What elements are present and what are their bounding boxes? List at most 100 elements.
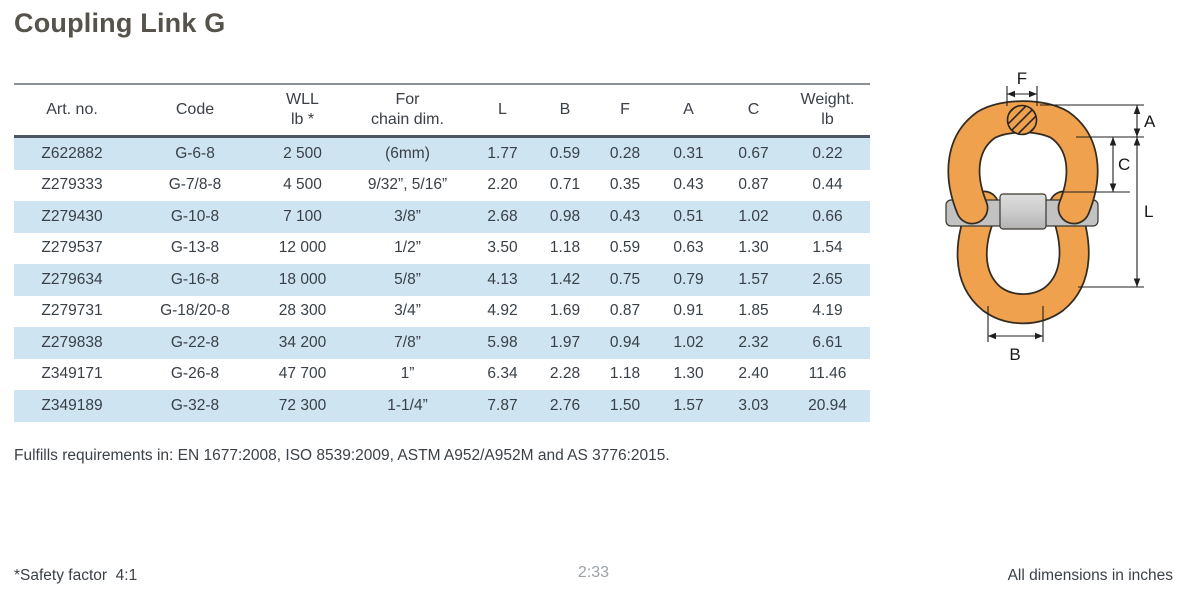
table-cell: 18 000 [278,270,327,288]
table-cell: 2 500 [283,144,322,162]
table-cell: G-16-8 [170,270,220,288]
table-header-row: Art. no. Code WLL lb * For chain dim. L B F A C Wei… [14,83,870,138]
table-cell: 1.02 [673,333,704,351]
column-header: F [620,101,630,118]
table-cell: 1.18 [549,239,581,257]
table-cell: 0.28 [609,144,641,162]
column-header: For chain dim. [371,91,444,128]
table-cell: 0.94 [609,333,641,351]
column-header: L [498,101,507,118]
table-cell: G-6-8 [175,144,215,162]
table-cell: 12 000 [278,239,327,257]
table-cell: 0.67 [738,144,769,162]
table-cell: 20.94 [808,396,847,414]
table-cell: 0.22 [812,144,843,162]
table-row: Z622882 G-6-8 2 500 (6mm) 1.77 0.59 0.28 0.31 0.… [14,138,870,170]
table-cell: 1.50 [609,396,641,414]
table-cell: 7 100 [283,207,322,225]
table-cell: 11.46 [808,365,847,383]
table-cell: 0.87 [609,302,641,320]
table-cell: 0.71 [549,176,581,194]
table-cell: G-18/20-8 [160,302,230,320]
dimension-arrowheads [988,90,1141,340]
table-cell: 3.50 [487,239,518,257]
table-cell: 1.42 [549,270,581,288]
column-header: Code [175,101,215,118]
table-cell: Z279634 [41,270,103,288]
table-cell: 0.91 [673,302,704,320]
table-cell: 0.35 [609,176,641,194]
table-cell: 2.20 [487,176,518,194]
column-header: A [683,101,694,118]
table-cell: 7.87 [487,396,518,414]
table-row: Z279430 G-10-8 7 100 3/8” 2.68 0.98 0.43 0.51 1.… [14,201,870,233]
table-cell: Z279731 [41,302,103,320]
column-header: Weight. lb [800,91,855,128]
table-cell: Z279333 [41,176,103,194]
table-cell: G-10-8 [170,207,220,225]
table-cell: 1” [400,365,415,383]
column-header: WLL lb * [286,91,319,128]
column-header: B [559,101,571,118]
table-cell: G-26-8 [170,365,220,383]
table-cell: 2.68 [487,207,518,225]
table-cell: 1.77 [487,144,518,162]
table-row: Z279333 G-7/8-8 4 500 9/32”, 5/16” 2.20 0.71 0… [14,169,870,201]
table-cell: 0.43 [609,207,641,225]
table-cell: 1.30 [738,239,769,257]
table-cell: 3/8” [394,207,421,225]
table-cell: 0.66 [812,207,843,225]
page-indicator: 2:33 [577,564,610,581]
table-cell: 3/4” [394,302,421,320]
dim-label-b: B [1009,345,1020,364]
table-cell: 0.31 [673,144,704,162]
spec-table: Art. no. Code WLL lb * For chain dim. L B F A C Wei… [14,83,870,422]
table-cell: 4.19 [812,302,843,320]
table-cell: 34 200 [278,333,327,351]
column-header: C [747,101,760,118]
table-row: Z279537 G-13-8 12 000 1/2” 3.50 1.18 0.59 0.63 1… [14,232,870,264]
table-cell: 6.61 [812,333,843,351]
table-cell: Z349171 [41,365,103,383]
table-row: Z349189 G-32-8 72 300 1-1/4” 7.87 2.76 1.50 1.5… [14,390,870,422]
table-cell: 1.57 [673,396,704,414]
table-cell: Z279537 [41,239,103,257]
table-cell: 0.59 [609,239,641,257]
safety-factor-note: *Safety factor 4:1 [14,567,138,584]
table-cell: 1.85 [738,302,769,320]
table-cell: Z622882 [41,144,103,162]
column-header: Art. no. [46,101,98,118]
table-cell: 1.69 [549,302,581,320]
table-cell: G-22-8 [170,333,220,351]
table-cell: 28 300 [278,302,327,320]
table-cell: 3.03 [738,396,769,414]
table-cell: 1.57 [738,270,769,288]
table-cell: Z279838 [41,333,103,351]
table-cell: 9/32”, 5/16” [367,176,448,194]
table-cell: 1.02 [738,207,769,225]
table-cell: G-32-8 [170,396,220,414]
table-body: Z622882 G-6-8 2 500 (6mm) 1.77 0.59 0.28 0.31 0.… [14,138,870,422]
table-cell: 5.98 [487,333,518,351]
table-cell: 2.28 [549,365,581,383]
table-row: Z349171 G-26-8 47 700 1” 6.34 2.28 1.18 1.30 2.4… [14,358,870,390]
table-cell: G-7/8-8 [168,176,222,194]
table-cell: 1.54 [812,239,843,257]
table-cell: 72 300 [278,396,327,414]
table-cell: 7/8” [394,333,421,351]
table-cell: 0.87 [738,176,769,194]
table-row: Z279838 G-22-8 34 200 7/8” 5.98 1.97 0.94 1.02 2… [14,327,870,359]
table-cell: 1-1/4” [387,396,428,414]
dim-label-a: A [1144,112,1156,131]
table-cell: 0.98 [549,207,581,225]
table-cell: Z349189 [41,396,103,414]
table-cell: 47 700 [278,365,327,383]
table-cell: 2.65 [812,270,843,288]
table-cell: (6mm) [385,144,430,162]
table-cell: 4 500 [283,176,322,194]
table-cell: 0.43 [673,176,704,194]
table-cell: 4.13 [487,270,518,288]
lower-link [956,190,1090,325]
table-row: Z279731 G-18/20-8 28 300 3/4” 4.92 1.69 0.87 0.… [14,295,870,327]
